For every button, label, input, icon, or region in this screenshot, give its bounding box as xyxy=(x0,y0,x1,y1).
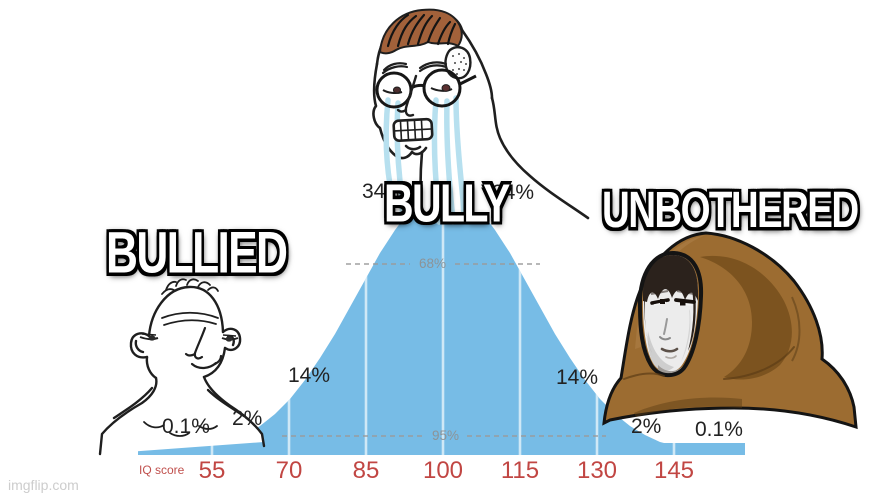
percent-label: 34% xyxy=(492,181,535,204)
caption-bullied: BULLIED xyxy=(106,220,288,286)
smug-mouth xyxy=(190,354,223,370)
robe-folds xyxy=(623,346,795,380)
eyes xyxy=(650,290,696,306)
ear-patch xyxy=(444,46,472,80)
gritted-teeth xyxy=(392,117,434,142)
mouth xyxy=(660,347,679,359)
percent-label: 2% xyxy=(232,407,263,430)
x-tick-label: 115 xyxy=(500,457,540,484)
percent-label: 0.1% xyxy=(162,415,210,438)
eyes xyxy=(382,84,453,95)
imgflip-watermark: imgflip.com xyxy=(8,477,79,493)
eyebrows xyxy=(381,61,448,75)
x-tick-label: 100 xyxy=(422,457,464,484)
x-tick-label: 85 xyxy=(352,457,380,484)
x-axis-title: IQ score xyxy=(139,463,185,477)
hood-fold-streak xyxy=(791,296,801,362)
hood-rim xyxy=(637,250,704,378)
percent-label: 0.1% xyxy=(695,418,743,441)
bell-curve-area xyxy=(138,190,745,455)
crying-wojak-image xyxy=(372,8,590,225)
interval-label-95: 95% xyxy=(432,428,460,443)
hair-streaks xyxy=(386,13,457,48)
hair-strand-right xyxy=(688,289,696,351)
x-tick-label: 130 xyxy=(576,457,618,484)
x-tick-label: 145 xyxy=(653,457,695,484)
interval-label-68: 68% xyxy=(419,256,447,271)
interval-dashed-lines xyxy=(282,263,606,437)
hair-stubble xyxy=(161,278,219,295)
eyes xyxy=(139,333,239,342)
percent-label: 34% xyxy=(362,180,405,203)
nose xyxy=(184,326,207,360)
hooded-wojak-image xyxy=(602,231,858,430)
brainlet-wojak-image xyxy=(98,278,266,456)
caption-bully: BULLY xyxy=(384,172,510,234)
percent-label: 14% xyxy=(556,366,599,389)
percent-label: 14% xyxy=(288,364,331,387)
tears xyxy=(383,95,467,225)
bangs-hair xyxy=(643,255,698,302)
face-shading-cheek xyxy=(681,309,691,362)
percent-label: 2% xyxy=(631,415,662,438)
collar-scribbles xyxy=(143,421,218,437)
nose xyxy=(396,74,418,117)
hood-shade-right xyxy=(700,255,792,380)
forehead-wrinkles xyxy=(161,311,219,326)
caption-unbothered: UNBOTHERED xyxy=(602,180,859,238)
ear-patch-dots xyxy=(452,53,467,75)
x-tick-label: 55 xyxy=(198,457,226,484)
brainlet-fill xyxy=(100,286,264,454)
hair-strand-left xyxy=(644,297,652,353)
chest-shadow xyxy=(634,397,742,417)
face-shading-lower xyxy=(647,331,674,371)
nose xyxy=(659,318,671,341)
x-tick-label: 70 xyxy=(275,457,303,484)
